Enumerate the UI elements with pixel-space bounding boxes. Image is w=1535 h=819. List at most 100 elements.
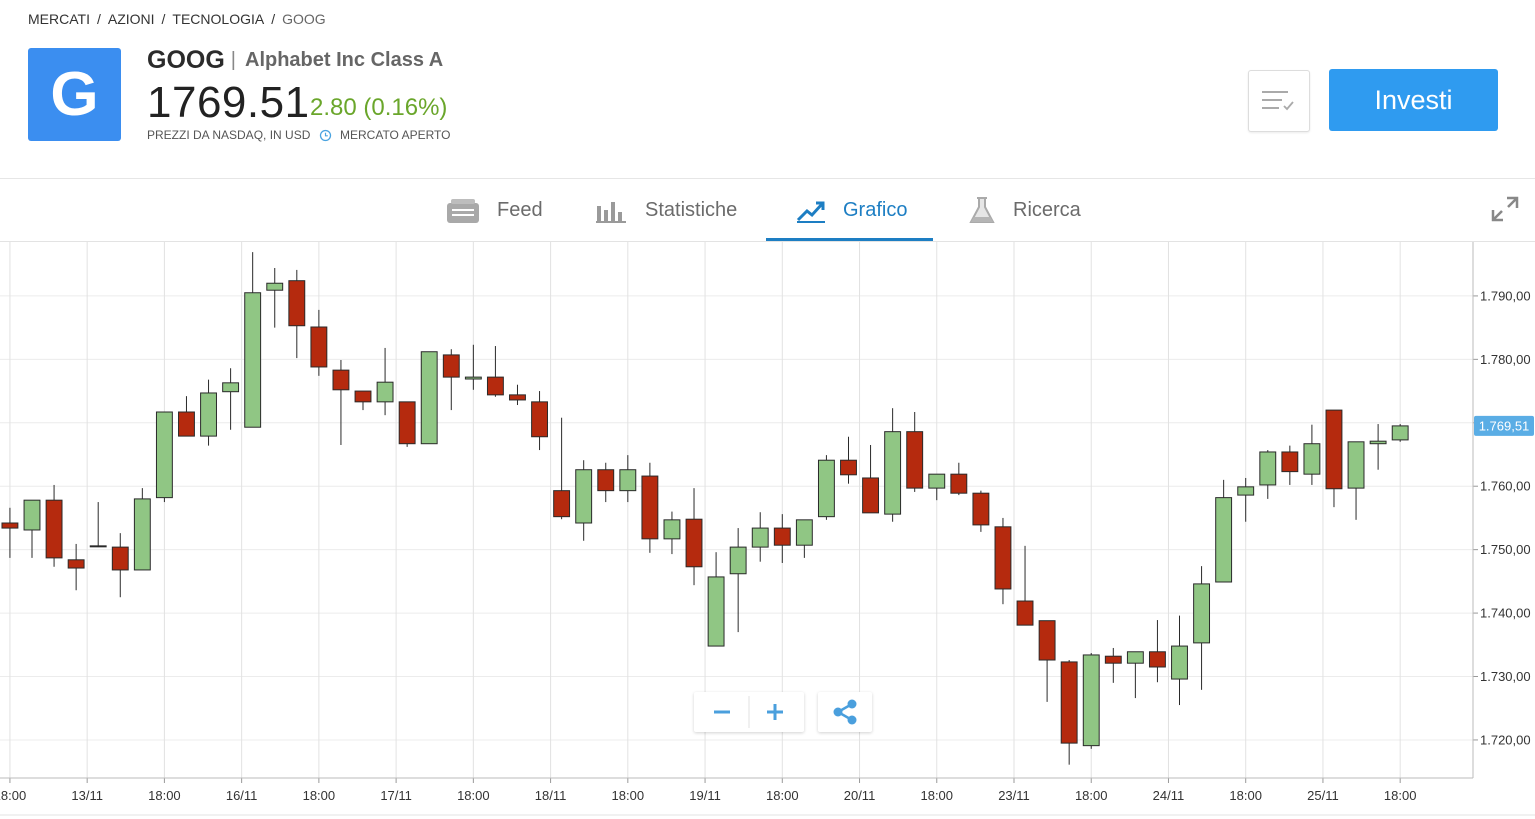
breadcrumb-separator: /: [96, 11, 101, 27]
candle-body: [1237, 486, 1255, 496]
candle-body: [111, 546, 129, 571]
x-tick-label: 17/11: [380, 788, 412, 803]
breadcrumb-item[interactable]: MERCATI: [28, 11, 90, 27]
instrument-title: GOOG | Alphabet Inc Class A: [147, 46, 443, 75]
candle-body: [288, 280, 306, 327]
candle-body: [1016, 600, 1034, 626]
price-source: PREZZI DA NASDAQ, IN USD: [147, 128, 311, 142]
candle-body: [906, 431, 924, 489]
market-status: MERCATO APERTO: [340, 128, 451, 142]
candle-body: [23, 499, 41, 531]
candle-body: [862, 477, 880, 514]
candle-body: [1148, 651, 1166, 668]
x-tick-label: 18/11: [535, 788, 567, 803]
candle-body: [486, 376, 504, 396]
candle-body: [972, 492, 990, 526]
tab[interactable]: Grafico: [796, 180, 907, 241]
candle-body: [1038, 620, 1056, 661]
share-icon: [833, 699, 857, 725]
breadcrumb-item[interactable]: GOOG: [282, 11, 326, 27]
tab[interactable]: Statistiche: [596, 180, 737, 241]
breadcrumb-item[interactable]: TECNOLOGIA: [172, 11, 265, 27]
candle-body: [1259, 451, 1277, 486]
candle-body: [1126, 651, 1144, 664]
candle-body: [707, 576, 725, 647]
divider: [0, 241, 1535, 242]
tab-label: Feed: [497, 199, 543, 221]
candle-body: [795, 519, 813, 546]
research-icon: [969, 196, 995, 223]
candle-body: [222, 382, 240, 393]
candle-body: [266, 282, 284, 291]
candle-body: [1104, 655, 1122, 664]
breadcrumb-item[interactable]: AZIONI: [107, 11, 155, 27]
candle-body: [817, 459, 835, 518]
y-tick-label: 1.740,00: [1480, 606, 1531, 621]
candle-body: [1, 522, 19, 529]
candle-body: [884, 431, 902, 515]
candle-body: [1215, 497, 1233, 583]
zoom-controls: [694, 692, 804, 732]
y-tick-label: 1.730,00: [1480, 669, 1531, 684]
breadcrumb: MERCATI / AZIONI / TECNOLOGIA / GOOG: [28, 11, 326, 27]
x-tick-label: 18:00: [303, 788, 336, 803]
candle-body: [1193, 583, 1211, 644]
candle-body: [398, 401, 416, 445]
candle-body: [597, 469, 615, 492]
candle-body: [1082, 654, 1100, 747]
tab-label: Statistiche: [645, 199, 738, 221]
x-tick-label: 18:00: [1384, 788, 1417, 803]
candle-body: [531, 401, 548, 438]
candle-body: [773, 527, 791, 546]
zoom-icons: [714, 696, 783, 728]
share-button[interactable]: [818, 692, 872, 732]
logo: G: [28, 48, 121, 141]
candle-body: [994, 526, 1012, 590]
x-tick-label: 18:00: [148, 788, 181, 803]
price-change: 2.80 (0.16%): [310, 94, 448, 121]
candle-body: [1369, 440, 1387, 445]
candle-body: [133, 498, 151, 571]
watchlist-button[interactable]: [1248, 70, 1310, 132]
tab[interactable]: Ricerca: [968, 180, 1081, 241]
candle-body: [641, 475, 659, 540]
feed-icon: [447, 198, 479, 223]
x-tick-label: 13/11: [71, 788, 103, 803]
x-tick-label: 18:00: [920, 788, 953, 803]
price: 1769.51: [147, 78, 310, 127]
candle-body: [619, 469, 637, 492]
symbol: GOOG: [147, 46, 225, 74]
candle-body: [354, 390, 372, 403]
candle-body: [553, 490, 571, 518]
x-tick-label: 20/11: [844, 788, 876, 803]
last-price-tag: [1474, 415, 1534, 436]
candle-body: [1303, 443, 1321, 475]
breadcrumb-separator: /: [161, 11, 166, 27]
chart: 1.720,00 1.730,00 1.740,00 1.750,00 1.760,00…: [0, 242, 1535, 816]
candle-body: [464, 376, 482, 380]
invest-button[interactable]: Investi: [1329, 69, 1498, 131]
candle-body: [332, 369, 350, 391]
fullscreen-icon[interactable]: [1491, 196, 1519, 222]
breadcrumb-separator: /: [271, 11, 276, 27]
watchlist-icon: [1262, 91, 1294, 111]
candle-body: [244, 292, 262, 428]
x-tick-label: 18:00: [1075, 788, 1108, 803]
candle-body: [178, 411, 195, 437]
tab[interactable]: Feed: [446, 180, 543, 241]
candle-body: [950, 473, 968, 494]
divider: [0, 178, 1535, 179]
x-tick-label: 18:00: [0, 788, 26, 803]
tab-label: Grafico: [843, 199, 908, 221]
x-tick-label: 16/11: [226, 788, 258, 803]
y-tick-label: 1.720,00: [1480, 732, 1531, 747]
candle-body: [67, 559, 85, 569]
candle-body: [200, 392, 217, 437]
candle-body: [751, 527, 769, 548]
candle-body: [663, 519, 681, 540]
last-price-label: 1.769,51: [1479, 418, 1530, 433]
candle-body: [45, 499, 63, 559]
candle-body: [310, 326, 328, 368]
candle-body: [1391, 425, 1409, 441]
